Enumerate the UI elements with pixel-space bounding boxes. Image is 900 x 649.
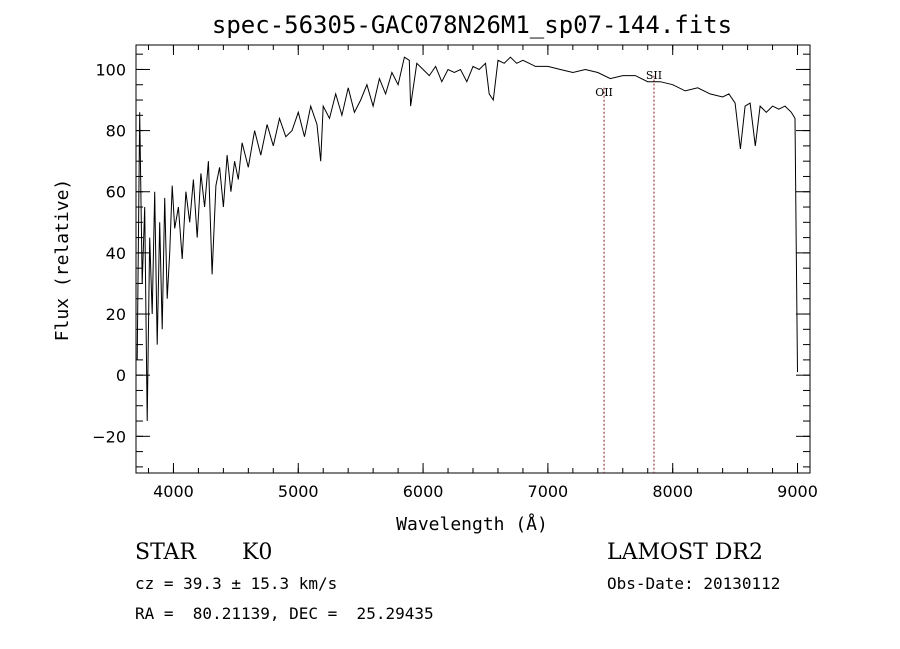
x-tick-label: 8000	[652, 482, 693, 501]
y-tick-label: 0	[116, 366, 126, 385]
y-ticks: −20 0 20 40 60 80 100	[92, 53, 810, 468]
marker-label-sii: SII	[646, 69, 662, 82]
line-markers: OII SII	[595, 69, 662, 473]
y-tick-label: 20	[106, 305, 126, 324]
y-tick-label: 60	[106, 183, 126, 202]
plot-frame	[135, 44, 811, 474]
x-tick-label: 5000	[278, 482, 319, 501]
object-subclass: K0	[242, 540, 273, 565]
marker-label-oii: OII	[595, 86, 613, 99]
x-ticks: 4000 5000 6000 7000 8000 9000	[147, 45, 818, 501]
y-tick-label: −20	[92, 427, 126, 446]
y-tick-label: 80	[106, 122, 126, 141]
obs-date: Obs-Date: 20130112	[607, 574, 781, 593]
y-tick-label: 40	[106, 244, 126, 263]
survey-name: LAMOST DR2	[607, 540, 763, 565]
x-axis-label: Wavelength (Å)	[396, 513, 548, 535]
y-axis-label: Flux (relative)	[52, 179, 73, 342]
object-class: STAR	[135, 540, 196, 565]
x-tick-label: 9000	[777, 482, 818, 501]
spectrum-plot: 4000 5000 6000 7000 8000 9000 −20 0 20 40 60 80 100…	[52, 11, 818, 535]
x-tick-label: 6000	[403, 482, 444, 501]
y-tick-label: 100	[95, 60, 126, 79]
redshift-readout: cz = 39.3 ± 15.3 km/s	[135, 574, 338, 593]
spectrum-line	[136, 56, 798, 422]
coordinates: RA = 80.21139, DEC = 25.29435	[135, 604, 434, 623]
x-tick-label: 7000	[528, 482, 569, 501]
chart-title: spec-56305-GAC078N26M1_sp07-144.fits	[212, 11, 732, 39]
x-tick-label: 4000	[153, 482, 194, 501]
